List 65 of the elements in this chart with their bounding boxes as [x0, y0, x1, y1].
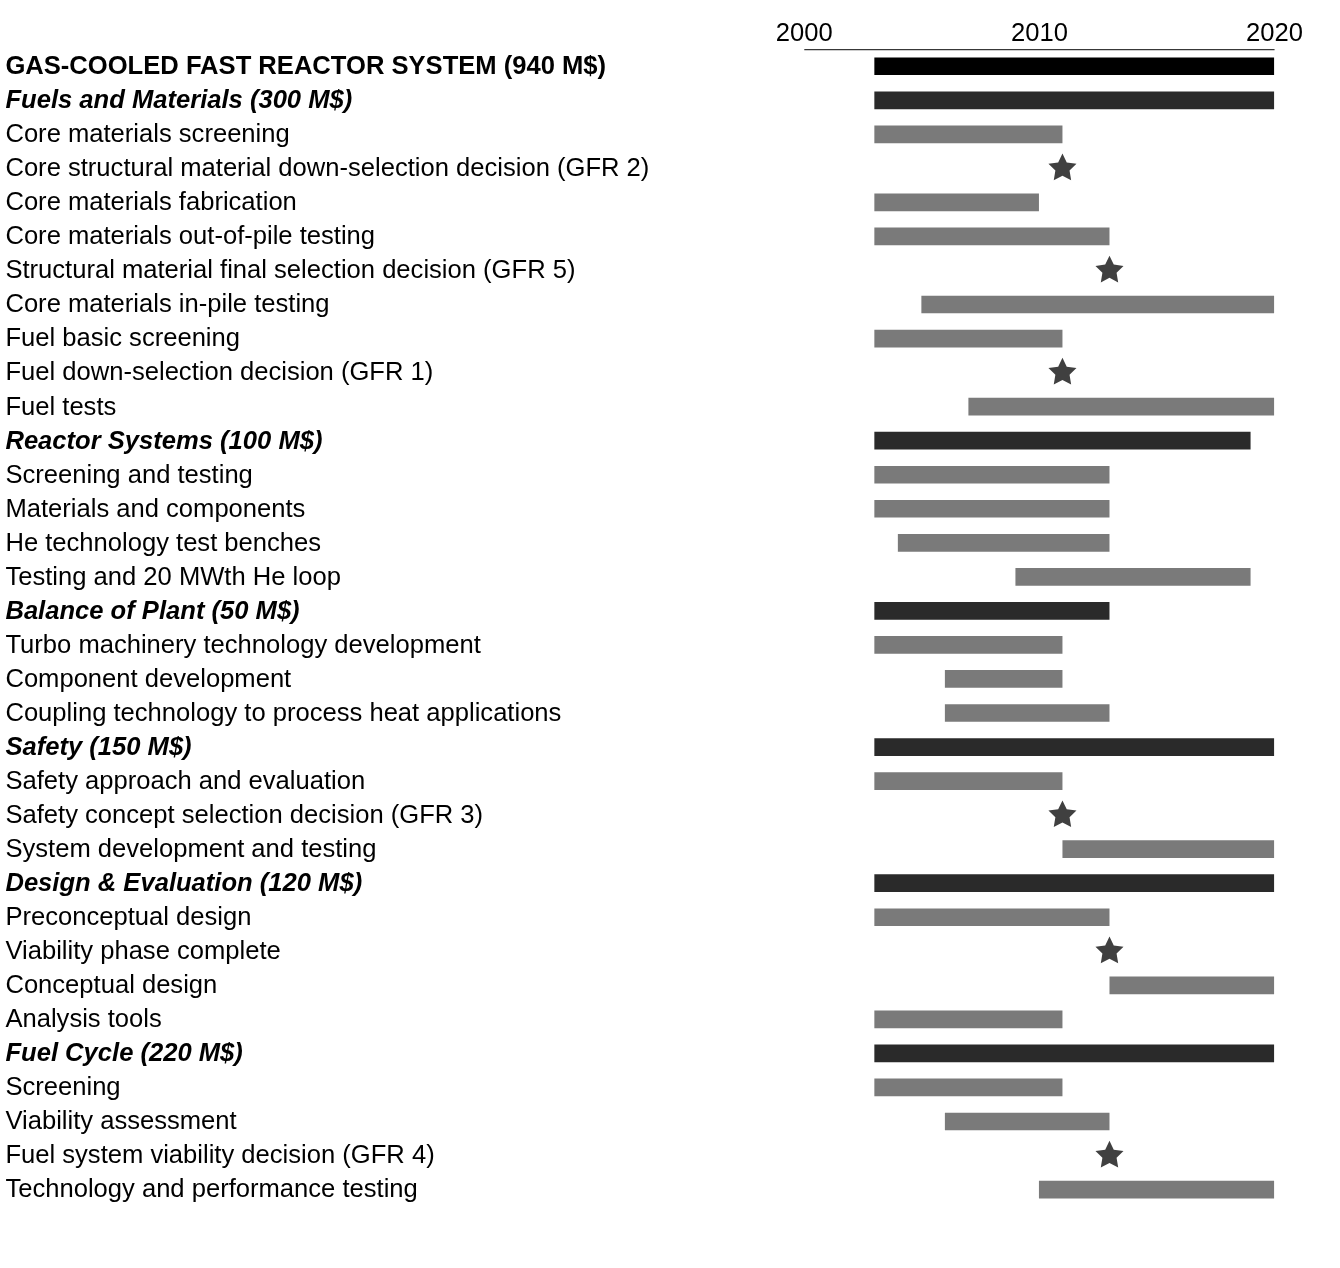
y-tick-label: Core materials fabrication [5, 187, 297, 216]
y-tick-label: Component development [5, 663, 292, 692]
y-tick-label: Fuel down-selection decision (GFR 1) [5, 357, 434, 386]
y-tick-label: Reactor Systems (100 M$) [5, 425, 323, 454]
bar [874, 738, 1275, 756]
bar [874, 874, 1275, 893]
y-tick-label: Screening [5, 1072, 121, 1101]
y-tick-label: Fuel system viability decision (GFR 4) [5, 1140, 435, 1169]
bar [874, 91, 1275, 110]
y-tick-label: Core materials screening [5, 119, 290, 148]
y-tick-label: Core materials in-pile testing [5, 289, 330, 318]
bar [944, 1112, 1110, 1131]
bar [897, 533, 1110, 552]
y-tick-label: Turbo machinery technology development [5, 629, 481, 658]
bar [874, 329, 1063, 348]
y-tick-label: Viability assessment [5, 1106, 237, 1135]
bar [874, 125, 1063, 144]
bar [874, 193, 1039, 212]
bar [874, 227, 1110, 246]
bar [921, 295, 1275, 314]
bar [874, 602, 1110, 620]
bar [944, 670, 1063, 688]
bar [1038, 1180, 1275, 1199]
y-tick-label: Conceptual design [5, 970, 218, 999]
bar [968, 397, 1275, 416]
y-tick-label: Viability phase complete [5, 936, 281, 965]
y-tick-label: Safety (150 M$) [5, 731, 192, 760]
x2-tick-label: 2000 [775, 17, 833, 46]
bar [874, 1078, 1063, 1097]
bar [874, 431, 1251, 450]
bar [874, 636, 1063, 654]
y-tick-label: Testing and 20 MWth He loop [5, 561, 341, 590]
y-tick-label: Balance of Plant (50 M$) [5, 595, 300, 624]
bar [874, 1044, 1275, 1063]
bar [1109, 976, 1275, 995]
bar [874, 1010, 1063, 1029]
y-tick-label: GAS-COOLED FAST REACTOR SYSTEM (940 M$) [5, 51, 607, 80]
y-tick-label: Technology and performance testing [5, 1174, 418, 1203]
y-tick-label: Preconceptual design [5, 902, 252, 931]
bar [874, 499, 1110, 518]
y-tick-label: Fuels and Materials (300 M$) [5, 85, 353, 114]
bar [874, 908, 1110, 927]
y-tick-label: He technology test benches [5, 527, 322, 556]
y-tick-label: Design & Evaluation (120 M$) [5, 868, 363, 897]
y-tick-label: Screening and testing [5, 459, 253, 488]
y-tick-label: Safety concept selection decision (GFR 3) [5, 800, 484, 829]
y-tick-label: Safety approach and evaluation [5, 765, 366, 794]
bar [874, 57, 1275, 76]
y-tick-label: Core structural material down-selection decision (GFR 2) [5, 153, 650, 182]
y-tick-label: Fuel tests [5, 391, 117, 420]
bar [874, 772, 1063, 790]
y-tick-label: Analysis tools [5, 1004, 162, 1033]
bar [1062, 840, 1275, 859]
bar [1015, 568, 1251, 586]
y-tick-label: Fuel basic screening [5, 323, 240, 352]
y-tick-label: Core materials out-of-pile testing [5, 221, 376, 250]
bar [874, 465, 1110, 484]
y-tick-label: System development and testing [5, 834, 377, 863]
y-tick-label: Materials and components [5, 493, 306, 522]
bar [944, 704, 1110, 722]
y-tick-label: Coupling technology to process heat applications [5, 697, 562, 726]
x2-tick-label: 2010 [1010, 17, 1068, 46]
y-tick-label: Structural material final selection decision (GFR 5) [5, 255, 576, 284]
x2-tick-label: 2020 [1246, 17, 1304, 46]
y-tick-label: Fuel Cycle (220 M$) [5, 1038, 243, 1067]
